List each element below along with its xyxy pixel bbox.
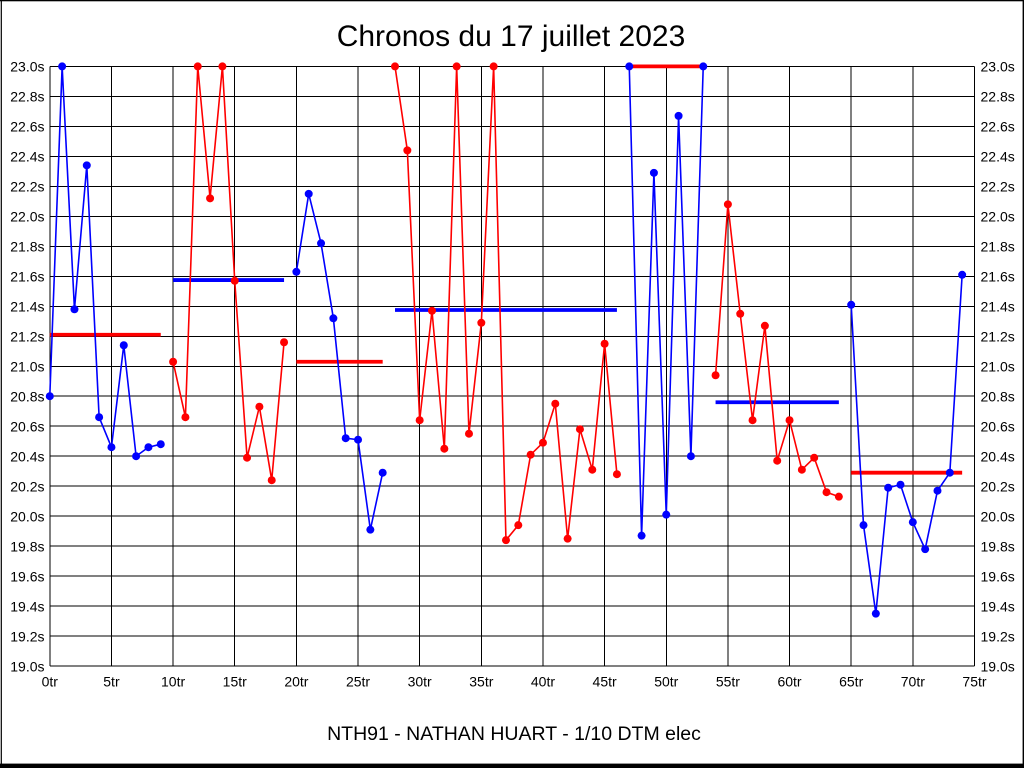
- svg-text:5tr: 5tr: [103, 674, 120, 690]
- svg-text:22.6s: 22.6s: [981, 119, 1015, 135]
- svg-text:19.6s: 19.6s: [981, 568, 1015, 584]
- svg-text:30tr: 30tr: [408, 674, 432, 690]
- svg-text:21.8s: 21.8s: [10, 239, 44, 255]
- svg-text:21.0s: 21.0s: [10, 358, 44, 374]
- svg-text:22.8s: 22.8s: [10, 89, 44, 105]
- svg-text:15tr: 15tr: [223, 674, 247, 690]
- svg-text:20.0s: 20.0s: [10, 508, 44, 524]
- svg-text:21.4s: 21.4s: [10, 298, 44, 314]
- svg-text:22.4s: 22.4s: [981, 149, 1015, 165]
- svg-text:21.6s: 21.6s: [10, 268, 44, 284]
- svg-text:19.8s: 19.8s: [10, 538, 44, 554]
- svg-text:20.2s: 20.2s: [10, 478, 44, 494]
- svg-text:40tr: 40tr: [531, 674, 555, 690]
- svg-text:22.8s: 22.8s: [981, 89, 1015, 105]
- svg-text:21.6s: 21.6s: [981, 268, 1015, 284]
- svg-text:55tr: 55tr: [716, 674, 740, 690]
- svg-text:21.0s: 21.0s: [981, 358, 1015, 374]
- svg-text:23.0s: 23.0s: [10, 59, 44, 75]
- svg-text:20.4s: 20.4s: [981, 448, 1015, 464]
- svg-text:20tr: 20tr: [284, 674, 308, 690]
- svg-text:35tr: 35tr: [469, 674, 493, 690]
- svg-text:22.0s: 22.0s: [10, 209, 44, 225]
- svg-text:10tr: 10tr: [161, 674, 185, 690]
- svg-text:21.8s: 21.8s: [981, 239, 1015, 255]
- svg-text:22.2s: 22.2s: [981, 179, 1015, 195]
- svg-text:19.0s: 19.0s: [981, 658, 1015, 674]
- svg-text:0tr: 0tr: [42, 674, 59, 690]
- svg-text:22.6s: 22.6s: [10, 119, 44, 135]
- svg-text:19.4s: 19.4s: [10, 598, 44, 614]
- svg-text:22.4s: 22.4s: [10, 149, 44, 165]
- svg-text:23.0s: 23.0s: [981, 59, 1015, 75]
- svg-text:20.6s: 20.6s: [981, 418, 1015, 434]
- svg-text:20.6s: 20.6s: [10, 418, 44, 434]
- svg-text:19.2s: 19.2s: [981, 628, 1015, 644]
- svg-text:21.2s: 21.2s: [981, 328, 1015, 344]
- svg-text:75tr: 75tr: [962, 674, 986, 690]
- svg-text:19.2s: 19.2s: [10, 628, 44, 644]
- svg-text:65tr: 65tr: [839, 674, 863, 690]
- svg-text:NTH91 - NATHAN HUART - 1/10 DT: NTH91 - NATHAN HUART - 1/10 DTM elec: [327, 723, 701, 745]
- svg-text:19.0s: 19.0s: [10, 658, 44, 674]
- svg-text:21.4s: 21.4s: [981, 298, 1015, 314]
- svg-text:20.8s: 20.8s: [981, 388, 1015, 404]
- svg-text:60tr: 60tr: [777, 674, 801, 690]
- svg-text:45tr: 45tr: [593, 674, 617, 690]
- svg-text:25tr: 25tr: [346, 674, 370, 690]
- svg-text:22.2s: 22.2s: [10, 179, 44, 195]
- svg-text:Chronos du 17 juillet 2023: Chronos du 17 juillet 2023: [337, 20, 686, 53]
- svg-text:19.6s: 19.6s: [10, 568, 44, 584]
- svg-text:20.2s: 20.2s: [981, 478, 1015, 494]
- svg-text:70tr: 70tr: [901, 674, 925, 690]
- svg-text:20.4s: 20.4s: [10, 448, 44, 464]
- svg-text:20.0s: 20.0s: [981, 508, 1015, 524]
- svg-text:50tr: 50tr: [654, 674, 678, 690]
- svg-text:21.2s: 21.2s: [10, 328, 44, 344]
- svg-text:22.0s: 22.0s: [981, 209, 1015, 225]
- svg-text:20.8s: 20.8s: [10, 388, 44, 404]
- svg-text:19.8s: 19.8s: [981, 538, 1015, 554]
- svg-text:19.4s: 19.4s: [981, 598, 1015, 614]
